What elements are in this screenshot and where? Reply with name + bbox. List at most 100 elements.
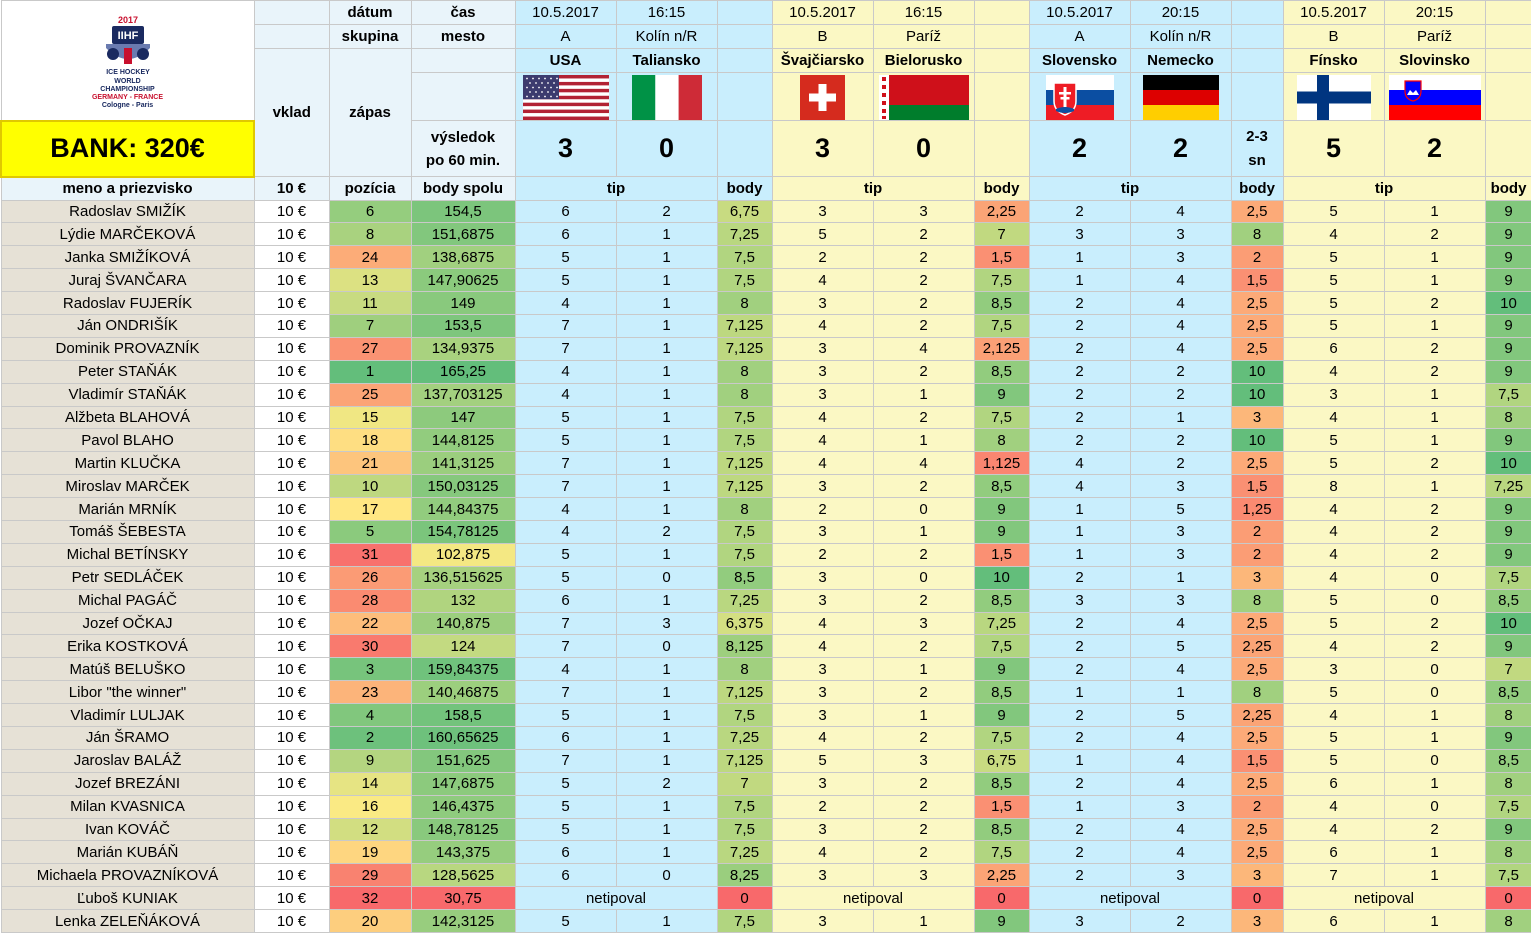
tip-home: 4 [771,634,874,659]
player-name: Miroslav MARČEK [0,474,255,499]
match-points: 7,5 [1484,382,1531,407]
tip-away: 1 [615,405,718,430]
empty-cell [716,72,773,121]
match-points: 9 [1484,428,1531,453]
player-position: 23 [328,680,412,705]
tip-away: 0 [1383,657,1486,682]
tip-home: 2 [1028,725,1131,750]
match-points: 8,5 [973,359,1030,384]
empty-cell [1484,120,1531,177]
match-points: 7,5 [716,268,773,293]
tip-away: 2 [872,245,975,270]
player-total: 138,6875 [410,245,516,270]
player-position: 15 [328,405,412,430]
tip-away: 2 [872,359,975,384]
tip-away: 3 [872,863,975,888]
match1-tip-header: tip [514,176,718,201]
match-points: 1,25 [1230,497,1284,521]
table-row: Pavol BLAHO 10 €18 144,8125 5 1 7,5 4 1 8 2 2 10 5 1 9 [0,428,1531,453]
tip-home: 5 [514,771,617,796]
tip-home: 5 [1282,199,1385,224]
match2-away-team: Bielorusko [872,48,975,73]
flag-cell [771,72,874,121]
flag-cell [1383,72,1486,121]
match-points: 2,5 [1230,451,1284,476]
match-points: 8 [1484,405,1531,430]
tip-away: 2 [1383,222,1486,247]
tip-away: 1 [872,657,975,682]
tip-away: 1 [615,725,718,750]
table-row: Alžbeta BLAHOVÁ 10 €15 147 5 1 7,5 4 2 7,5 2 1 3 4 1 8 [0,405,1531,430]
match-points: 7,25 [716,222,773,247]
tip-away: 2 [872,291,975,315]
match-points: 9 [973,703,1030,727]
match-points: 8,5 [716,565,773,590]
flag-slovakia-icon [1045,74,1114,120]
player-vklad: 10 € [253,840,330,865]
table-row: Lenka ZELEŇÁKOVÁ 10 €20 142,3125 5 1 7,5 3 1 9 3 2… [0,909,1531,933]
player-vklad: 10 € [253,634,330,659]
tip-home: 4 [771,451,874,476]
match-points: 3 [1230,405,1284,430]
tip-away: 1 [615,359,718,384]
match-points: 2,5 [1230,771,1284,796]
player-total: 147 [410,405,516,430]
tip-home: 4 [514,519,617,544]
match-points: 9 [1484,634,1531,659]
match-points: 1,5 [1230,748,1284,773]
match-points: 10 [1230,428,1284,453]
tip-away: 2 [872,268,975,293]
player-position: 19 [328,840,412,865]
table-row: Michal BETÍNSKY 10 €31 102,875 5 1 7,5 2 2 1,5 1 3… [0,542,1531,567]
tip-away: 2 [1383,336,1486,361]
match-points: 2,5 [1230,657,1284,682]
player-vklad: 10 € [253,199,330,224]
tip-home: 6 [1282,336,1385,361]
match2-time: 16:15 [872,0,975,25]
tip-away: 2 [1129,428,1232,453]
flag-slovenia-icon [1388,74,1481,120]
match-points: 1,5 [1230,268,1284,293]
tip-home: 4 [1028,451,1131,476]
tip-away: 3 [615,611,718,636]
player-position: 5 [328,519,412,544]
tip-away: 3 [1129,222,1232,247]
tip-home: 1 [1028,794,1131,819]
tip-away: 2 [1129,359,1232,384]
player-position: 30 [328,634,412,659]
header-vklad: 10 € [253,176,330,201]
tip-away: 0 [872,497,975,521]
tip-home: 4 [1282,405,1385,430]
match-points: 7,5 [716,245,773,270]
match4-date: 10.5.2017 [1282,0,1385,25]
match-points: 9 [1484,245,1531,270]
player-total: 149 [410,291,516,315]
player-position: 17 [328,497,412,521]
tip-away: 4 [1129,199,1232,224]
tip-home: 5 [514,405,617,430]
tip-home: 3 [771,680,874,705]
tip-home: 1 [1028,542,1131,567]
match2-date: 10.5.2017 [771,0,874,25]
tip-home: 4 [1282,497,1385,521]
tip-home: 7 [514,611,617,636]
player-vklad: 10 € [253,428,330,453]
player-position: 13 [328,268,412,293]
tip-away: 1 [1383,771,1486,796]
match-points: 2,5 [1230,336,1284,361]
match-points: 2,5 [1230,291,1284,315]
player-vklad: 10 € [253,336,330,361]
player-position: 8 [328,222,412,247]
player-vklad: 10 € [253,245,330,270]
header-meno: meno a priezvisko [0,176,255,201]
table-row: Matúš BELUŠKO 10 €3 159,84375 4 1 8 3 1 9 2 4 2,5 3 0… [0,657,1531,682]
player-position: 2 [328,725,412,750]
logo-text: WORLD CHAMPIONSHIP GERMANY - FRANCE Colo… [2,78,253,110]
tip-away: 2 [1129,382,1232,407]
tip-away: 1 [1383,199,1486,224]
match-points: 0 [1230,886,1284,911]
player-total: 148,78125 [410,817,516,842]
match4-home-score: 5 [1282,120,1385,177]
tip-home: 6 [514,588,617,613]
tip-home: 7 [514,313,617,338]
